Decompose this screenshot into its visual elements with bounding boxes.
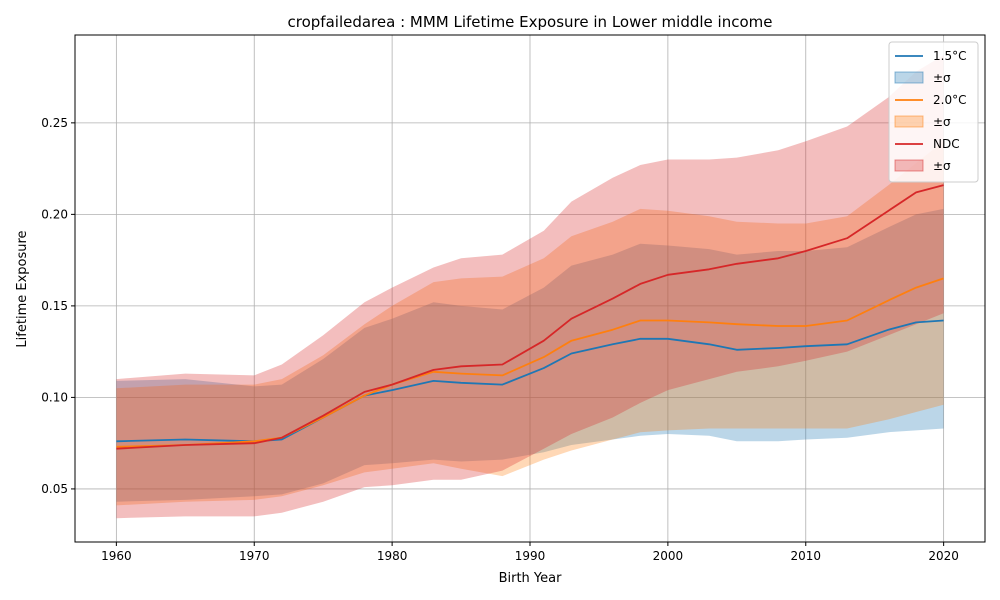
uncertainty-bands [116, 55, 944, 519]
band-1 [116, 141, 944, 506]
x-tick-label: 1960 [101, 549, 132, 563]
legend-band-swatch [894, 71, 924, 84]
y-axis-ticks: 0.05 0.10 0.15 0.20 0.25 [41, 116, 75, 496]
x-tick-label: 2000 [653, 549, 684, 563]
legend-box [888, 41, 979, 183]
legend-band-label: ±σ [933, 71, 951, 85]
y-tick-label: 0.15 [41, 299, 68, 313]
x-axis-label: Birth Year [499, 571, 563, 586]
series-line-2 [116, 184, 944, 450]
y-tick-label: 0.05 [41, 482, 68, 496]
series-lines [116, 184, 944, 450]
band-2 [116, 55, 944, 519]
x-axis-ticks: 1960 1970 1980 1990 2000 2010 2020 [101, 542, 959, 563]
y-tick-label: 0.25 [41, 116, 68, 130]
legend-band-label: ±σ [933, 115, 951, 129]
legend: 1.5°C ±σ 2.0°C ±σ NDC ±σ [888, 41, 979, 183]
grid [75, 35, 985, 542]
chart-title: cropfailedarea : MMM Lifetime Exposure i… [288, 13, 773, 31]
x-tick-label: 1990 [515, 549, 546, 563]
y-tick-label: 0.10 [41, 390, 68, 404]
band-0 [116, 208, 944, 502]
legend-band-label: ±σ [933, 159, 951, 173]
x-tick-label: 1970 [239, 549, 270, 563]
legend-series-label: 1.5°C [933, 49, 966, 63]
legend-series-label: NDC [933, 137, 960, 151]
legend-band-swatch [894, 159, 924, 172]
y-tick-label: 0.20 [41, 207, 68, 221]
y-axis-label: Lifetime Exposure [15, 230, 30, 347]
legend-band-swatch [894, 115, 924, 128]
x-tick-label: 2010 [790, 549, 821, 563]
x-tick-label: 1980 [377, 549, 408, 563]
legend-series-label: 2.0°C [933, 93, 966, 107]
series-line-1 [116, 277, 944, 448]
x-tick-label: 2020 [928, 549, 959, 563]
